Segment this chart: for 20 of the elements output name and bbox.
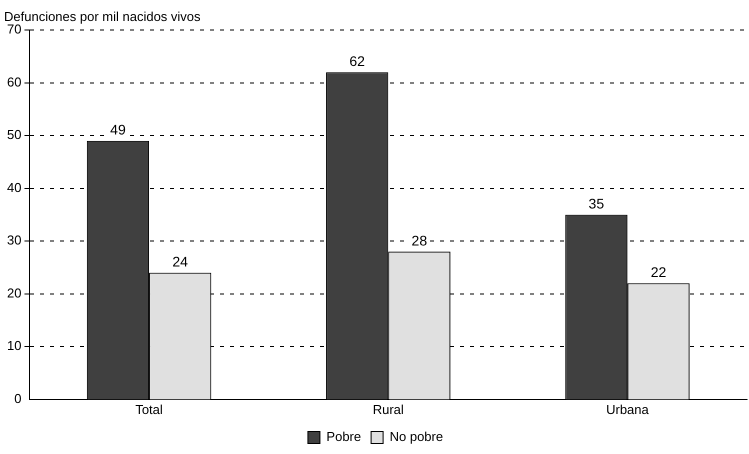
- x-tick-label: Rural: [372, 402, 404, 417]
- legend-label: No pobre: [390, 429, 444, 444]
- data-label: 22: [650, 264, 666, 280]
- data-label: 35: [588, 196, 604, 212]
- y-tick-label: 20: [6, 285, 22, 300]
- y-tick-label: 10: [6, 338, 22, 354]
- y-tick-label: 60: [6, 74, 22, 90]
- data-label: 24: [172, 254, 188, 270]
- x-tick-label: Urbana: [606, 402, 650, 417]
- x-tick-label: Total: [135, 402, 163, 417]
- y-tick-label: 30: [6, 232, 22, 248]
- y-axis-title: Defunciones por mil nacidos vivos: [4, 9, 202, 24]
- y-tick-label: 50: [6, 127, 22, 142]
- data-label: 49: [110, 122, 126, 138]
- legend-label: Pobre: [326, 429, 362, 444]
- data-label: 28: [412, 232, 428, 248]
- y-tick-label: 70: [6, 22, 22, 37]
- y-tick-label: 40: [6, 180, 22, 195]
- data-label: 62: [349, 53, 366, 70]
- y-tick-label: 0: [14, 390, 22, 406]
